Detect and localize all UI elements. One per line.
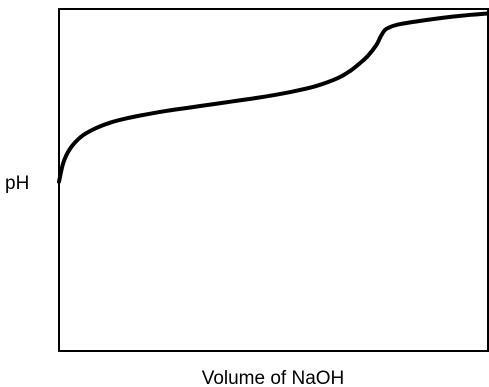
plot-frame xyxy=(58,8,489,352)
x-axis-label: Volume of NaOH xyxy=(202,368,345,387)
y-axis-label: pH xyxy=(5,173,29,194)
titration-curve-line xyxy=(57,11,489,184)
series-layer xyxy=(57,11,489,184)
